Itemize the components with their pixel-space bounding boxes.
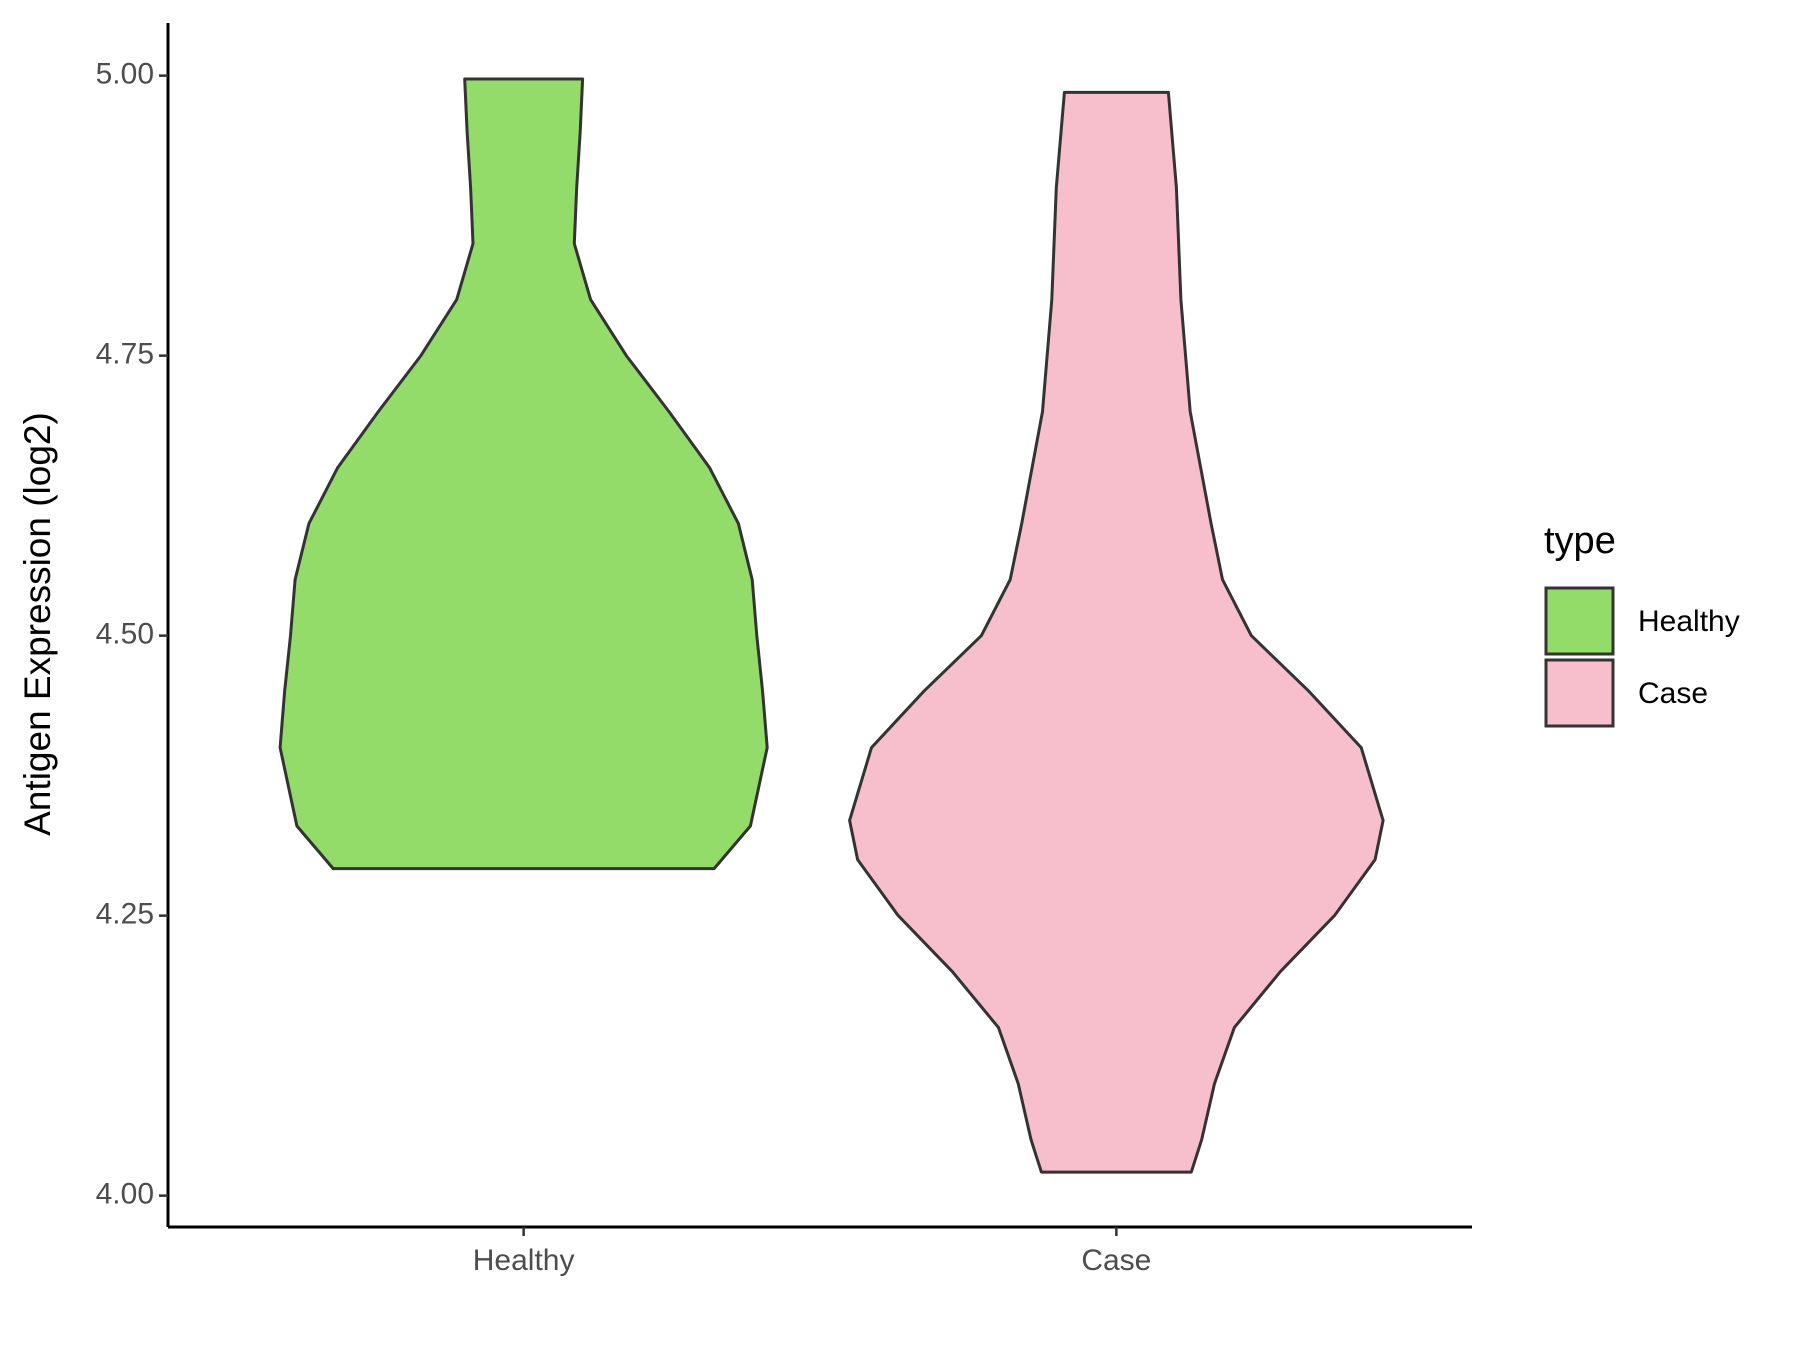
x-tick-label: Case	[1081, 1244, 1151, 1277]
legend-title: type	[1544, 520, 1616, 562]
violin	[848, 90, 1385, 1174]
legend-label: Case	[1638, 677, 1708, 710]
y-tick-label: 5.00	[96, 58, 154, 91]
violin	[278, 77, 769, 871]
y-tick-label: 4.25	[96, 898, 154, 931]
y-tick-label: 4.75	[96, 338, 154, 371]
y-tick-label: 4.00	[96, 1178, 154, 1211]
x-tick-label: Healthy	[473, 1244, 575, 1277]
legend-key	[1544, 658, 1615, 728]
legend-key	[1544, 586, 1615, 656]
y-tick-label: 4.50	[96, 618, 154, 651]
legend-label: Healthy	[1638, 605, 1740, 638]
y-axis-title: Antigen Expression (log2)	[17, 412, 58, 836]
